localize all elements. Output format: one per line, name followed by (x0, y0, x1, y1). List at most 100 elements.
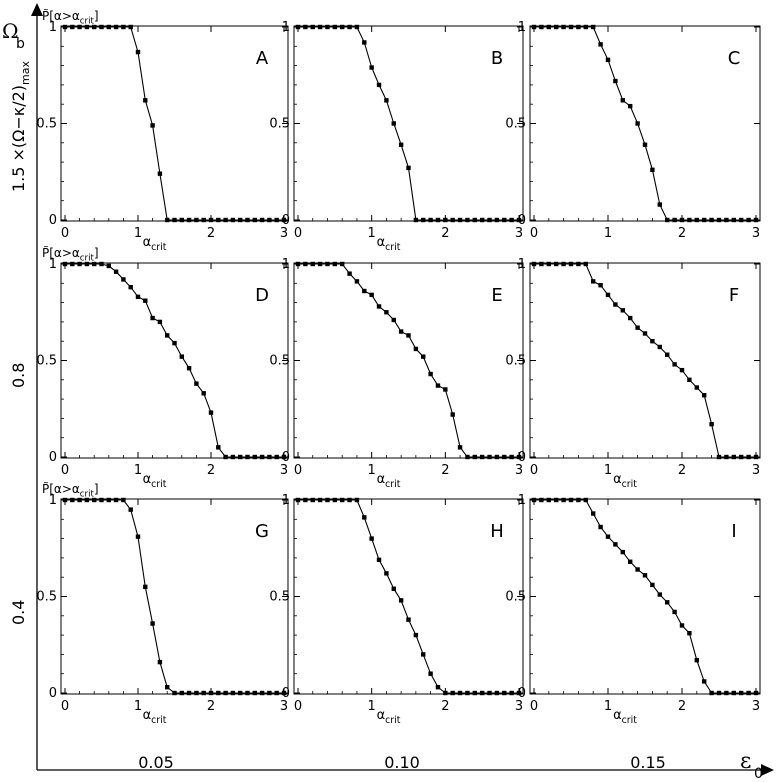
row-label-3: 0.4 (9, 600, 28, 625)
data-point (77, 497, 82, 503)
data-point (347, 24, 352, 30)
data-point (179, 354, 184, 359)
data-point (70, 497, 75, 503)
data-point (281, 217, 287, 223)
y-tick-label: 0.5 (269, 354, 290, 369)
data-point (267, 690, 272, 696)
data-point (310, 24, 315, 30)
panel-letter: H (490, 521, 504, 542)
data-point (113, 24, 119, 30)
data-point (709, 421, 714, 427)
outer-x-arrow (761, 764, 774, 776)
data-point (216, 445, 221, 450)
data-point (576, 261, 581, 267)
x-tick-label: 2 (678, 699, 686, 714)
data-point (259, 217, 265, 223)
data-point (554, 497, 559, 503)
data-point (679, 217, 685, 223)
series-line (534, 26, 756, 221)
x-axis-label: αcrit (143, 472, 167, 490)
data-point (325, 24, 330, 30)
y-tick-label: 0 (518, 686, 526, 701)
panel-frame (293, 262, 524, 459)
x-tick-label: 3 (752, 699, 760, 714)
data-point (128, 507, 133, 512)
data-point (620, 308, 625, 313)
data-point (605, 57, 611, 63)
y-tick-label: 0.5 (269, 117, 290, 132)
data-point (739, 217, 744, 223)
data-point (421, 354, 426, 359)
y-tick-label: 1 (49, 20, 57, 35)
data-point (657, 344, 662, 350)
data-point (472, 217, 477, 223)
data-point (194, 217, 199, 223)
data-point (354, 24, 360, 30)
data-point (546, 261, 551, 267)
data-point (121, 24, 126, 30)
outer-x-sub: 0 (754, 766, 763, 782)
data-point (561, 24, 566, 30)
y-tick-label: 0.5 (505, 590, 526, 605)
outer-y-sub: b (16, 36, 25, 52)
data-point (62, 261, 68, 267)
data-point (472, 690, 477, 696)
x-axis-label: αcrit (143, 235, 167, 253)
y-tick-label: 1 (49, 493, 57, 508)
data-point (709, 217, 714, 223)
data-point (121, 277, 126, 282)
panel-letter: I (731, 521, 736, 542)
data-point (281, 690, 287, 696)
data-point (238, 690, 243, 696)
data-point (92, 24, 97, 30)
data-point (384, 571, 389, 576)
y-tick-label: 0.5 (36, 117, 57, 132)
data-point (665, 600, 670, 605)
data-point (99, 497, 104, 503)
data-point (259, 690, 265, 696)
data-point (628, 559, 633, 564)
data-point (208, 410, 214, 415)
data-point (568, 497, 574, 503)
data-point (70, 261, 75, 267)
data-point (479, 454, 485, 460)
data-point (310, 261, 315, 267)
data-point (172, 217, 177, 223)
data-point (398, 142, 404, 147)
data-point (679, 623, 685, 628)
data-point (106, 263, 111, 269)
data-point (230, 217, 236, 223)
data-point (216, 690, 221, 696)
panel-frame (60, 25, 289, 222)
x-tick-label: 0 (530, 699, 538, 714)
data-point (303, 261, 308, 267)
data-point (317, 261, 323, 267)
data-point (613, 542, 618, 547)
data-point (672, 362, 677, 367)
data-point (84, 24, 90, 30)
data-point (70, 24, 75, 30)
y-tick-label: 1 (518, 257, 526, 272)
data-point (347, 271, 352, 276)
data-point (384, 98, 389, 103)
data-point (731, 690, 736, 696)
col-label-1: 0.05 (138, 753, 174, 772)
data-point (576, 24, 581, 30)
data-point (84, 497, 90, 503)
x-tick-label: 2 (207, 463, 215, 478)
data-point (398, 598, 404, 603)
data-point (457, 445, 463, 450)
data-point (702, 217, 707, 223)
data-point (479, 217, 485, 223)
data-point (150, 123, 155, 128)
data-point (635, 325, 640, 330)
x-tick-label: 2 (441, 463, 449, 478)
x-tick-label: 1 (134, 463, 142, 478)
data-point (665, 352, 670, 357)
x-tick-label: 1 (368, 226, 376, 241)
x-tick-label: 1 (134, 226, 142, 241)
data-point (274, 454, 279, 460)
data-point (724, 454, 729, 460)
